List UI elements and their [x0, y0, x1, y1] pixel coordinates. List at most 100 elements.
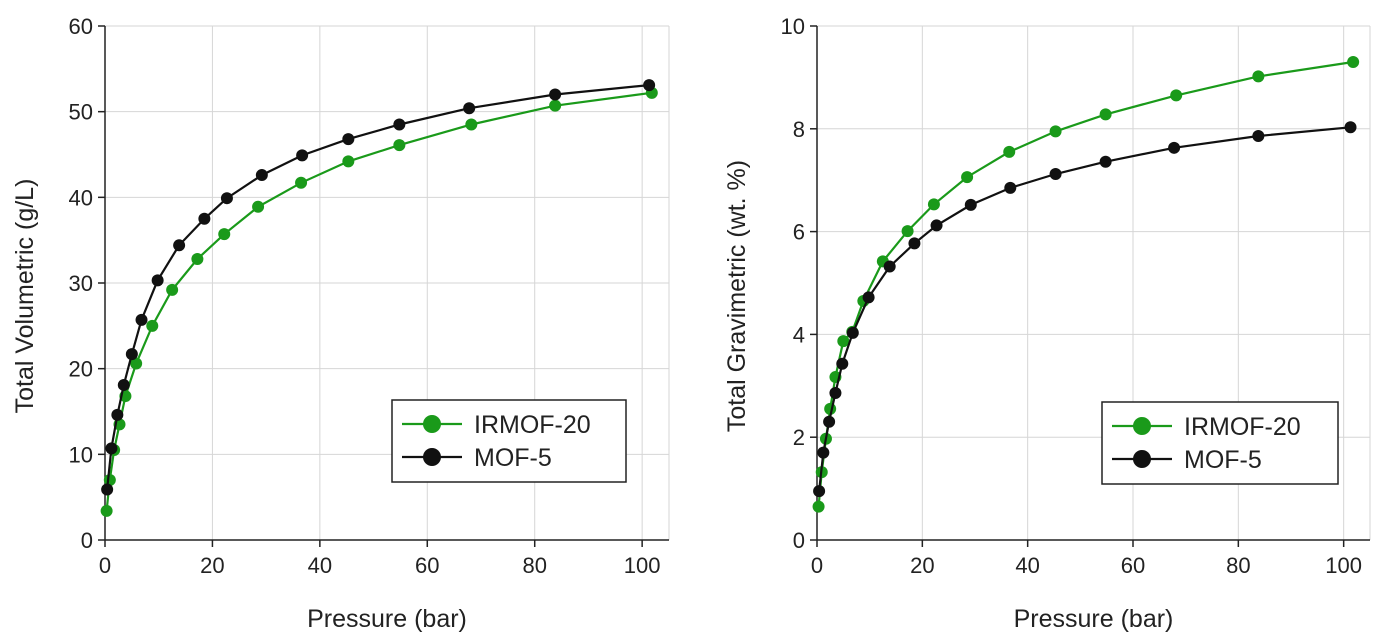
x-tick-label: 20: [910, 553, 934, 578]
data-point-mof-5: [1252, 129, 1265, 142]
y-tick-label: 40: [69, 185, 93, 210]
data-point-irmof-20: [130, 357, 143, 370]
x-tick-label: 20: [200, 553, 224, 578]
legend-marker: [1133, 417, 1151, 435]
data-point-mof-5: [817, 446, 830, 459]
data-point-irmof-20: [961, 171, 974, 184]
legend-marker: [423, 415, 441, 433]
data-point-mof-5: [342, 133, 355, 146]
legend-label: IRMOF-20: [1184, 413, 1301, 441]
data-point-mof-5: [643, 79, 656, 92]
x-tick-label: 40: [308, 553, 332, 578]
data-point-irmof-20: [1003, 145, 1016, 158]
y-tick-label: 50: [69, 100, 93, 125]
y-tick-label: 8: [793, 117, 805, 142]
data-point-irmof-20: [218, 228, 231, 241]
data-point-irmof-20: [100, 504, 113, 517]
data-point-irmof-20: [549, 99, 562, 112]
data-point-mof-5: [151, 274, 164, 287]
data-point-mof-5: [1004, 181, 1017, 194]
data-point-mof-5: [125, 348, 138, 361]
x-tick-label: 100: [1325, 553, 1362, 578]
data-point-mof-5: [1344, 121, 1357, 134]
data-point-mof-5: [117, 378, 130, 391]
data-point-mof-5: [549, 88, 562, 101]
legend-marker: [1133, 450, 1151, 468]
y-tick-label: 6: [793, 220, 805, 245]
data-point-irmof-20: [812, 500, 825, 513]
legend: IRMOF-20 MOF-5: [1101, 401, 1339, 485]
y-tick-label: 20: [69, 357, 93, 382]
data-point-mof-5: [930, 219, 943, 232]
y-tick-label: 2: [793, 425, 805, 450]
data-point-mof-5: [198, 212, 211, 225]
data-point-irmof-20: [252, 200, 265, 213]
data-point-mof-5: [1168, 141, 1181, 154]
x-tick-label: 60: [415, 553, 439, 578]
data-point-mof-5: [255, 169, 268, 182]
x-tick-label: 80: [522, 553, 546, 578]
data-point-mof-5: [135, 313, 148, 326]
y-tick-label: 0: [793, 528, 805, 553]
legend-box: [1101, 401, 1339, 485]
legend-box: [391, 399, 627, 483]
data-point-mof-5: [463, 102, 476, 115]
data-point-mof-5: [296, 149, 309, 162]
x-tick-label: 0: [99, 553, 111, 578]
legend-marker: [423, 448, 441, 466]
legend: IRMOF-20 MOF-5: [391, 399, 627, 483]
data-point-irmof-20: [1099, 108, 1112, 121]
data-point-irmof-20: [901, 225, 914, 238]
data-point-mof-5: [173, 239, 186, 252]
data-point-irmof-20: [1347, 55, 1360, 68]
data-point-mof-5: [823, 415, 836, 428]
legend-label: IRMOF-20: [474, 411, 591, 439]
x-tick-label: 60: [1121, 553, 1145, 578]
x-tick-label: 80: [1226, 553, 1250, 578]
data-point-mof-5: [964, 198, 977, 211]
y-tick-label: 10: [69, 442, 93, 467]
y-tick-label: 0: [81, 528, 93, 553]
data-point-irmof-20: [1170, 89, 1183, 102]
data-point-mof-5: [1049, 168, 1062, 181]
chart-1: 0 20 40 60 80 100 0 10 20 30 40 50 60 Pressure (bar) T…: [11, 14, 670, 633]
data-point-mof-5: [220, 192, 233, 205]
data-point-irmof-20: [1049, 125, 1062, 138]
y-tick-label: 30: [69, 271, 93, 296]
data-point-irmof-20: [191, 253, 204, 266]
x-axis-title: Pressure (bar): [307, 605, 467, 633]
data-point-irmof-20: [1252, 70, 1265, 83]
data-point-mof-5: [829, 386, 842, 399]
data-point-irmof-20: [166, 283, 179, 296]
data-point-mof-5: [101, 483, 114, 496]
data-point-irmof-20: [146, 319, 159, 332]
data-point-irmof-20: [393, 139, 406, 152]
data-point-mof-5: [111, 408, 124, 421]
data-point-mof-5: [393, 118, 406, 131]
chart-2: 0 20 40 60 80 100 0 2 4 6 8 10 Pressure (bar) Total G…: [723, 14, 1371, 633]
data-point-irmof-20: [837, 335, 850, 348]
x-tick-label: 100: [624, 553, 661, 578]
y-tick-label: 60: [69, 14, 93, 39]
data-point-irmof-20: [295, 176, 308, 189]
y-axis-title: Total Gravimetric (wt. %): [723, 160, 751, 432]
data-point-mof-5: [908, 237, 921, 250]
data-point-mof-5: [813, 485, 826, 498]
data-point-irmof-20: [342, 155, 355, 168]
data-point-mof-5: [836, 357, 849, 370]
data-point-mof-5: [1099, 155, 1112, 168]
data-point-irmof-20: [927, 198, 940, 211]
legend-label: MOF-5: [1184, 446, 1262, 474]
data-point-mof-5: [883, 260, 896, 273]
x-tick-label: 40: [1015, 553, 1039, 578]
data-point-irmof-20: [465, 118, 478, 131]
legend-label: MOF-5: [474, 444, 552, 472]
y-tick-label: 4: [793, 322, 805, 347]
y-axis-title: Total Volumetric (g/L): [11, 179, 39, 414]
x-tick-label: 0: [811, 553, 823, 578]
x-axis-title: Pressure (bar): [1014, 605, 1174, 633]
data-point-mof-5: [846, 326, 859, 339]
data-point-mof-5: [862, 291, 875, 304]
y-tick-label: 10: [781, 14, 805, 39]
